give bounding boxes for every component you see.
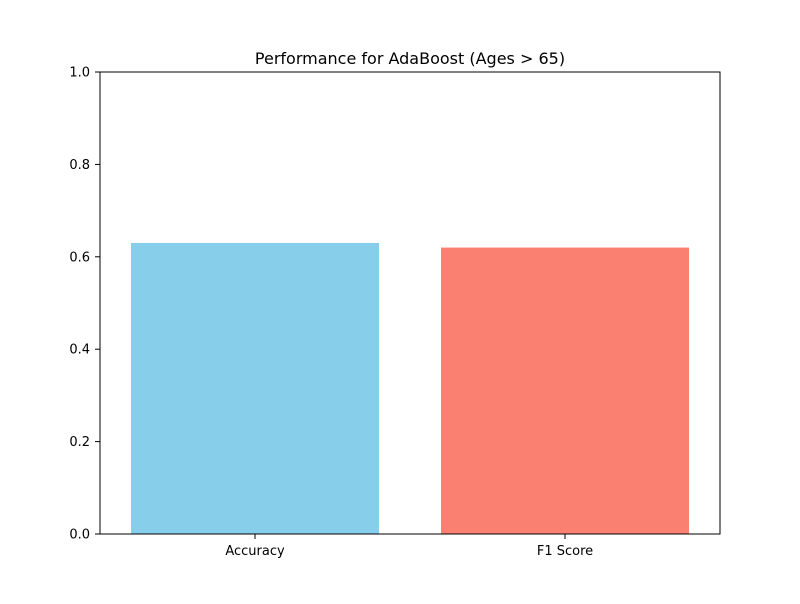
y-tick-label: 1.0 [69, 66, 90, 81]
y-axis: 0.0 0.2 0.4 0.6 0.8 1.0 [69, 66, 100, 543]
bar-f1-score [441, 247, 689, 534]
y-tick-label: 0.0 [69, 528, 90, 543]
plot-frame [99, 71, 721, 535]
chart-title: Performance for AdaBoost (Ages > 65) [255, 49, 565, 68]
x-tick-label: F1 Score [537, 544, 593, 559]
bar-accuracy [131, 242, 379, 534]
x-tick-label: Accuracy [225, 544, 285, 559]
x-axis: Accuracy F1 Score [225, 534, 593, 559]
bars-layer [131, 242, 689, 534]
y-tick-label: 0.8 [69, 158, 90, 173]
y-tick-label: 0.4 [69, 343, 90, 358]
y-tick-label: 0.6 [69, 250, 90, 265]
y-tick-label: 0.2 [69, 435, 90, 450]
